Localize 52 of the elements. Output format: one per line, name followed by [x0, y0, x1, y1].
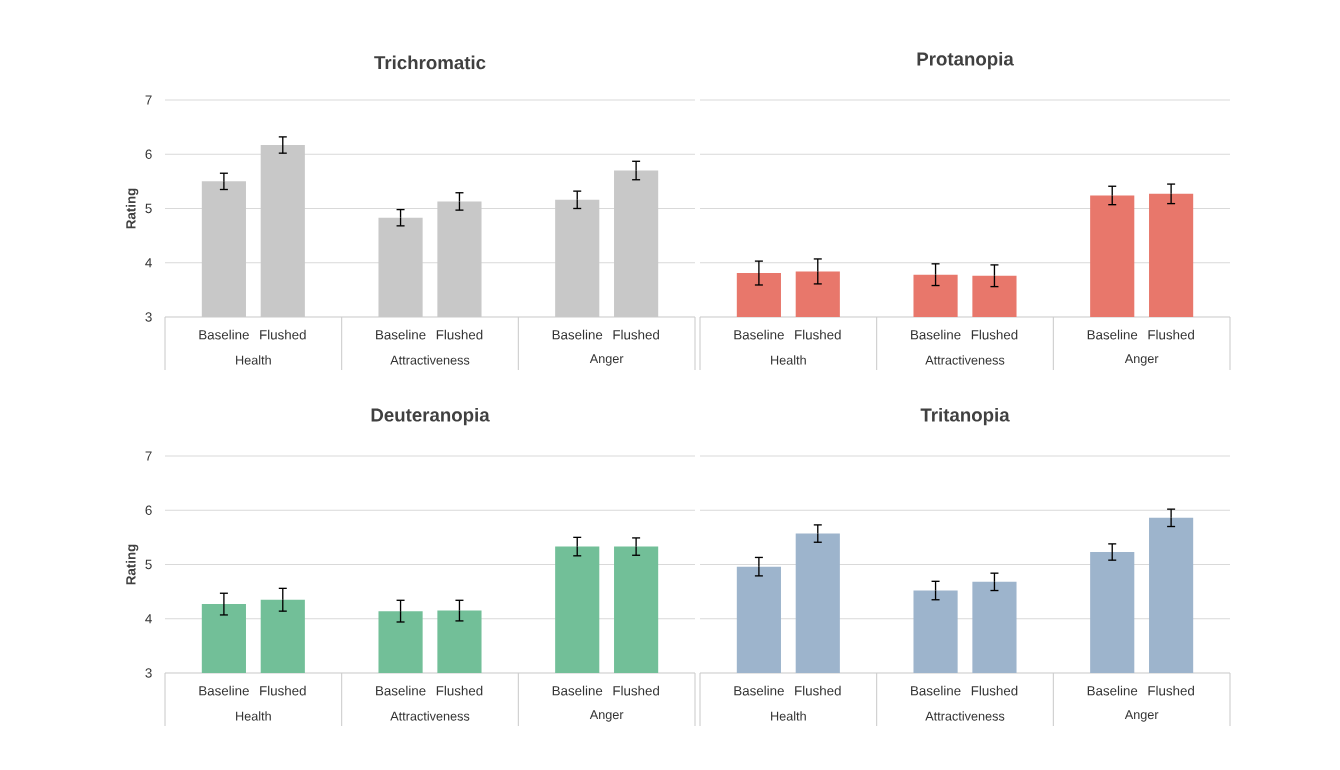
x-tick-label: Baseline: [376, 329, 426, 340]
text: Attractiveness: [925, 711, 1005, 721]
text: Attractiveness: [390, 711, 470, 721]
x-tick-label: Baseline: [734, 329, 784, 340]
x-tick-label: Baseline: [199, 329, 249, 340]
text: Anger: [589, 354, 624, 366]
x-tick-label: Flushed: [971, 685, 1018, 696]
text: Attractiveness: [925, 355, 1005, 365]
text: Attractiveness: [390, 355, 470, 365]
x-tick-label: Baseline: [1087, 685, 1138, 696]
y-tick-label: 4: [145, 614, 152, 624]
text: Health: [771, 355, 806, 365]
x-tick-label: Flushed: [1148, 685, 1194, 696]
x-tick-label: Flushed: [436, 329, 483, 340]
y-tick-label: 5: [145, 559, 152, 570]
x-tick-label: Flushed: [613, 685, 659, 696]
chart-title: Tritanopia: [920, 407, 1010, 426]
chart-title: Trichromatic: [374, 55, 486, 70]
x-tick-label: Baseline: [199, 685, 249, 696]
text: Anger: [589, 710, 624, 722]
chart-title: Deuteranopia: [371, 407, 490, 426]
x-tick-label: Flushed: [795, 685, 841, 696]
x-tick-label: Baseline: [1087, 329, 1138, 340]
y-tick-label: 3: [145, 312, 152, 322]
x-tick-label: Baseline: [552, 685, 603, 696]
text: Health: [236, 711, 271, 721]
y-tick-label: 5: [145, 203, 152, 214]
x-tick-label: Flushed: [795, 329, 841, 340]
x-tick-label: Flushed: [260, 329, 306, 340]
y-axis-title: Rating: [125, 188, 139, 229]
y-tick-label: 7: [145, 95, 152, 105]
x-tick-label: Baseline: [376, 685, 426, 696]
x-tick-label: Baseline: [734, 685, 784, 696]
x-tick-label: Baseline: [911, 685, 961, 696]
x-tick-label: Flushed: [436, 685, 483, 696]
x-tick-label: Flushed: [971, 329, 1018, 340]
y-axis-title: Rating: [125, 544, 139, 585]
x-tick-label: Flushed: [613, 329, 659, 340]
text: Anger: [1124, 354, 1159, 366]
y-tick-label: 4: [145, 258, 152, 268]
text: Anger: [1124, 710, 1159, 722]
text: Health: [771, 711, 806, 721]
x-tick-label: Baseline: [911, 329, 961, 340]
y-tick-label: 6: [145, 149, 152, 159]
text: Health: [236, 355, 271, 365]
chart-title: Protanopia: [917, 51, 1014, 70]
x-tick-label: Flushed: [260, 685, 306, 696]
x-tick-label: Flushed: [1148, 329, 1194, 340]
y-tick-label: 6: [145, 505, 152, 515]
y-tick-label: 7: [145, 451, 152, 461]
x-tick-label: Baseline: [552, 329, 603, 340]
y-tick-label: 3: [145, 668, 152, 678]
